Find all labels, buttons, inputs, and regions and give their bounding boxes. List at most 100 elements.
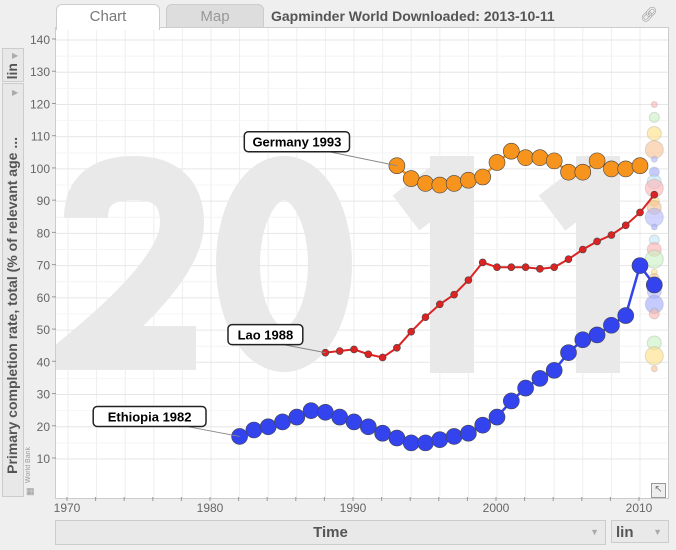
y-tick-label: 20 <box>37 420 51 434</box>
data-point <box>631 257 649 274</box>
x-tick-label: 2000 <box>483 501 510 515</box>
y-tick-label: 110 <box>31 130 50 144</box>
data-point <box>560 344 577 361</box>
y-tick-label: 100 <box>30 162 50 176</box>
other-country-bubble <box>650 155 658 163</box>
data-point <box>617 160 635 178</box>
y-tick-label: 90 <box>37 194 51 208</box>
x-axis-label: Time <box>313 524 348 541</box>
y-tick-label: 130 <box>30 65 50 79</box>
other-country-bubble <box>650 223 658 231</box>
y-tick-label: 60 <box>37 291 51 305</box>
y-scale-selector[interactable]: ▶ lin <box>2 48 24 82</box>
data-point <box>607 231 616 239</box>
series-label: Ethiopia 1982 <box>108 409 192 424</box>
data-point <box>431 431 449 448</box>
y-tick-label: 30 <box>37 388 51 402</box>
background-year-watermark <box>56 155 620 373</box>
data-point <box>617 307 635 324</box>
y-tick-label: 10 <box>37 452 51 466</box>
other-country-bubble <box>650 365 658 373</box>
data-point <box>631 157 649 175</box>
resize-arrow-icon[interactable]: ↖ <box>651 483 666 498</box>
data-point <box>574 331 592 349</box>
data-point <box>593 237 601 246</box>
data-point <box>393 344 401 352</box>
data-point <box>507 263 516 272</box>
data-point <box>588 152 606 170</box>
data-point <box>274 413 291 431</box>
other-country-bubble <box>650 100 658 108</box>
other-country-bubble <box>648 111 660 123</box>
y-tick-label: 50 <box>37 323 51 337</box>
data-point <box>460 171 477 189</box>
y-tick-label: 70 <box>37 259 51 273</box>
data-point <box>364 350 373 359</box>
data-point <box>502 392 520 410</box>
y-tick-label: 40 <box>37 355 51 369</box>
y-axis-label[interactable]: Primary completion rate, total (% of rel… <box>4 137 20 474</box>
data-point <box>388 429 406 447</box>
data-point <box>517 379 534 397</box>
data-point <box>564 255 573 263</box>
data-point <box>431 176 449 194</box>
data-point <box>531 149 549 166</box>
chart-svg: Germany 1993 Lao 1988 Ethiopia 1982 <box>56 28 668 498</box>
x-tick-label: 1980 <box>197 501 224 515</box>
x-scale-selector[interactable]: lin ▼ <box>611 520 669 543</box>
dropdown-caret-icon: ▼ <box>590 527 599 537</box>
data-point <box>402 434 420 452</box>
data-point <box>317 403 334 421</box>
y-scale-label: lin <box>4 62 20 79</box>
data-point <box>493 263 501 272</box>
series-label-box <box>243 130 351 153</box>
data-point <box>603 316 620 334</box>
expand-arrow-icon: ▶ <box>12 51 19 60</box>
data-point <box>531 370 549 387</box>
series-label-box <box>227 323 304 346</box>
data-point <box>488 154 506 171</box>
data-point <box>359 418 377 436</box>
data-point <box>464 276 473 284</box>
x-axis-selector[interactable]: Time ▼ <box>55 520 606 545</box>
data-point <box>288 408 306 426</box>
data-point <box>407 327 416 336</box>
y-axis-indicator-selector[interactable]: ▶ Primary completion rate, total (% of r… <box>2 83 24 497</box>
data-point <box>488 408 506 426</box>
data-point <box>574 163 592 181</box>
data-point <box>636 208 644 217</box>
data-point <box>478 258 487 267</box>
x-tick-label: 2010 <box>626 501 653 515</box>
data-point <box>502 142 520 160</box>
data-point <box>445 175 463 192</box>
tab-map[interactable]: Map <box>166 4 264 29</box>
table-icon[interactable]: ▦ <box>26 486 35 496</box>
other-country-bubble <box>644 249 664 269</box>
data-point <box>474 168 492 186</box>
source-label: World Bank <box>25 447 32 484</box>
series-label: Germany 1993 <box>252 135 341 150</box>
link-icon[interactable]: 🔗︎ <box>640 6 658 22</box>
tab-chart[interactable]: Chart <box>56 4 160 30</box>
y-tick-label: 120 <box>30 97 50 111</box>
data-point <box>450 290 458 299</box>
data-point <box>545 152 563 170</box>
data-point <box>331 408 349 426</box>
other-country-bubble <box>648 308 660 320</box>
dropdown-caret-icon: ▼ <box>653 527 662 537</box>
x-scale-label: lin <box>616 524 634 541</box>
data-point <box>335 347 344 355</box>
series-label-box <box>92 405 207 428</box>
data-point <box>421 313 430 321</box>
data-point <box>378 353 387 362</box>
data-point <box>588 326 606 344</box>
x-tick-label: 1990 <box>340 501 367 515</box>
data-point <box>345 413 363 431</box>
data-point <box>474 416 492 434</box>
data-point <box>645 276 663 294</box>
data-point <box>621 221 630 230</box>
data-point <box>402 170 420 187</box>
data-point <box>417 434 434 452</box>
data-point <box>302 402 320 419</box>
data-point <box>350 345 358 354</box>
